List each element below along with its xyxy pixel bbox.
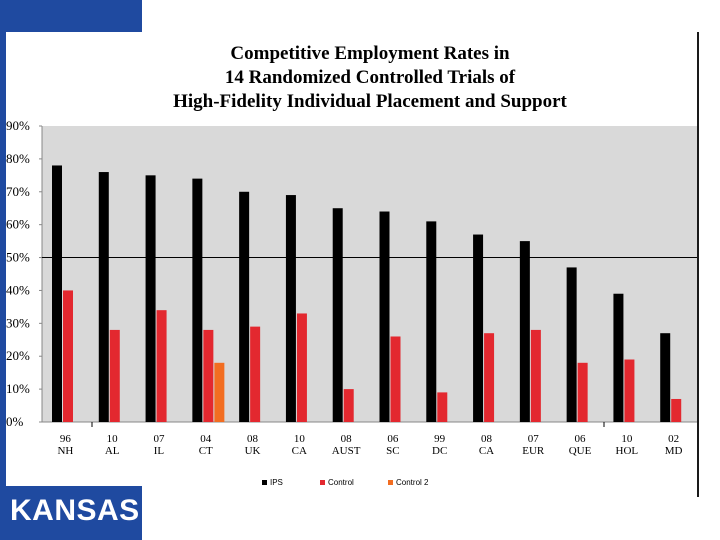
x-category-year: 99 <box>434 433 446 445</box>
x-category-year: 10 <box>294 433 306 445</box>
chart-title-line-2: 14 Randomized Controlled Trials of <box>224 67 516 88</box>
x-category-site: QUE <box>569 445 592 457</box>
bar-control <box>484 333 495 422</box>
y-tick-label: 0% <box>6 414 24 429</box>
bar-control <box>530 329 541 422</box>
x-category-year: 04 <box>200 433 212 445</box>
x-category-year: 08 <box>247 433 259 445</box>
bar-ips <box>566 267 577 422</box>
chart-title-line-3: High-Fidelity Individual Placement and S… <box>173 91 567 112</box>
bar-control <box>109 329 120 422</box>
bar-control <box>390 336 401 422</box>
bar-ips <box>519 241 530 422</box>
x-category-site: EUR <box>522 445 545 457</box>
x-category-site: CT <box>199 445 213 457</box>
legend-swatch-control-2 <box>388 480 393 485</box>
left-blue-band <box>0 32 6 540</box>
bar-ips <box>52 165 62 422</box>
legend-swatch-control <box>320 480 325 485</box>
bar-ips <box>145 175 156 422</box>
y-tick-label: 60% <box>6 217 30 232</box>
bar-ips <box>426 221 437 422</box>
plot-area <box>42 126 697 422</box>
x-category-year: 08 <box>481 433 493 445</box>
y-tick-label: 50% <box>6 250 30 265</box>
y-tick-label: 30% <box>6 315 30 330</box>
x-category-site: CA <box>479 445 494 457</box>
kansas-logo-block <box>0 486 142 540</box>
bar-control <box>250 326 261 422</box>
bar-ips <box>239 191 250 422</box>
x-category-year: 06 <box>387 433 399 445</box>
bar-ips <box>332 208 343 422</box>
bar-ips <box>285 195 296 422</box>
x-category-year: 10 <box>621 433 633 445</box>
x-category-year: 96 <box>60 433 72 445</box>
x-category-site: MD <box>665 445 683 457</box>
x-category-site: HOL <box>616 445 639 457</box>
x-category-site: CA <box>292 445 307 457</box>
x-category-year: 08 <box>341 433 353 445</box>
x-category-site: DC <box>432 445 447 457</box>
bar-ips <box>98 172 109 422</box>
x-category-year: 10 <box>107 433 119 445</box>
x-category-year: 06 <box>575 433 587 445</box>
chart-title: Competitive Employment Rates in 14 Rando… <box>90 42 650 114</box>
legend-swatch-ips <box>262 480 267 485</box>
bar-ips <box>660 333 671 422</box>
y-tick-label: 10% <box>6 381 30 396</box>
bar-control <box>203 329 214 422</box>
legend-label-control: Control <box>328 478 354 487</box>
x-category-year: 07 <box>528 433 540 445</box>
chart-title-line-1: Competitive Employment Rates in <box>230 43 510 64</box>
right-divider-line <box>697 32 699 497</box>
bar-ips <box>613 293 624 422</box>
legend-label-control-2: Control 2 <box>396 478 429 487</box>
bar-control <box>437 392 448 422</box>
x-category-site: AUST <box>332 445 361 457</box>
top-blue-band <box>0 0 142 32</box>
x-category-site: SC <box>386 445 399 457</box>
bar-control-2 <box>214 362 225 422</box>
bar-control <box>343 389 354 422</box>
x-category-site: NH <box>57 445 73 457</box>
x-category-year: 02 <box>668 433 679 445</box>
x-category-year: 07 <box>153 433 165 445</box>
y-tick-label: 40% <box>6 282 30 297</box>
kansas-logo-text: KANSAS <box>10 494 140 527</box>
bar-control <box>577 362 588 422</box>
x-category-site: IL <box>154 445 165 457</box>
bar-control <box>671 398 682 422</box>
y-tick-label: 90% <box>6 118 30 133</box>
bar-control <box>624 359 635 422</box>
y-tick-label: 80% <box>6 151 30 166</box>
x-category-site: AL <box>105 445 120 457</box>
y-tick-label: 70% <box>6 184 30 199</box>
legend-label-ips: IPS <box>270 478 283 487</box>
bar-control <box>156 310 167 422</box>
x-category-site: UK <box>245 445 261 457</box>
bar-control <box>296 313 307 422</box>
y-tick-label: 20% <box>6 348 30 363</box>
bar-control <box>63 290 73 422</box>
bar-ips <box>192 178 203 422</box>
bar-ips <box>379 211 390 422</box>
bar-ips <box>473 234 484 422</box>
